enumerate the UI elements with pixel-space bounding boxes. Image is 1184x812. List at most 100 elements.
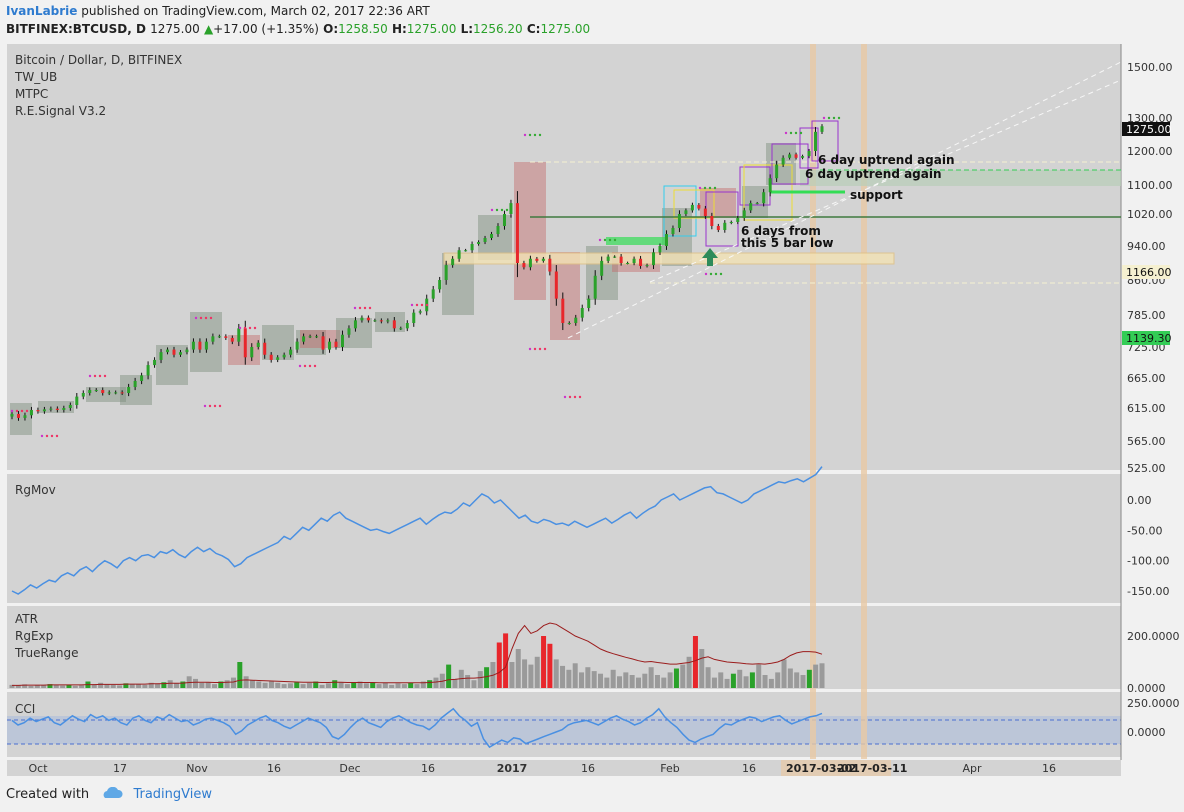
signal-dot: [203, 404, 207, 408]
true-range-bar: [53, 684, 59, 688]
signal-box: [673, 189, 715, 219]
true-range-bar: [306, 682, 312, 688]
true-range-bar: [515, 649, 521, 688]
range-box: [120, 375, 152, 405]
true-range-bar: [768, 678, 774, 688]
true-range-bar: [623, 672, 629, 688]
true-range-bar: [680, 664, 686, 688]
axes: 525.00565.00615.00665.00725.00785.00860.…: [28, 61, 1180, 776]
true-range-bar: [598, 673, 604, 688]
true-range-bar: [47, 684, 53, 688]
signal-dot: [822, 116, 826, 120]
signal-dot: [358, 306, 362, 310]
candle-body: [295, 341, 299, 350]
signal-dot: [209, 316, 213, 320]
y-tick-label: 785.00: [1127, 309, 1166, 322]
atr-legend-2: TrueRange: [14, 646, 79, 660]
signal-dot: [98, 374, 102, 378]
true-range-bar: [199, 682, 205, 688]
price-tag-bg: [1122, 122, 1170, 136]
candle-body: [522, 263, 526, 268]
candle-body: [509, 203, 513, 214]
true-range-bar: [66, 684, 72, 688]
true-range-bar: [351, 682, 357, 688]
cci-tick: 0.0000: [1127, 726, 1166, 739]
candle-body: [75, 396, 79, 405]
signal-dot: [93, 374, 97, 378]
signal-dot: [490, 208, 494, 212]
true-range-bar: [667, 672, 673, 688]
signal-dot: [199, 316, 203, 320]
signal-dot: [608, 238, 612, 242]
true-range-bar: [205, 682, 211, 688]
candle-body: [29, 409, 33, 416]
signal-dot: [415, 303, 419, 307]
candle-body: [386, 320, 390, 322]
true-range-bar: [756, 664, 762, 688]
true-range-bar: [34, 685, 40, 688]
true-range-bar: [148, 682, 154, 688]
candle-body: [289, 349, 293, 355]
candle-body: [373, 320, 377, 322]
price-legend-0: Bitcoin / Dollar, D, BITFINEX: [15, 53, 182, 67]
x-tick-label: Oct: [28, 762, 48, 775]
cci-legend: CCI: [15, 702, 35, 716]
candle-body: [321, 336, 325, 350]
resistance-zone: [800, 170, 1121, 186]
signal-dot: [204, 316, 208, 320]
true-range-bar: [629, 675, 635, 688]
signal-dot: [827, 116, 831, 120]
signal-dot: [248, 326, 252, 330]
candle-body: [677, 214, 681, 228]
candle-body: [36, 409, 40, 412]
true-range-bar: [287, 683, 293, 688]
true-range-bar: [648, 667, 654, 688]
true-range-bar: [344, 684, 350, 688]
candle-body: [483, 238, 487, 242]
candle-body: [742, 210, 746, 218]
signal-dot: [568, 395, 572, 399]
candle-body: [55, 408, 59, 410]
true-range-bar: [699, 649, 705, 688]
price-tag-bg: [1122, 331, 1170, 345]
true-range-bar: [503, 633, 509, 688]
signal-dot: [308, 364, 312, 368]
true-range-bar: [635, 677, 641, 688]
true-range-bar: [572, 663, 578, 688]
candle-body: [185, 349, 189, 353]
candle-body: [723, 222, 727, 230]
signal-dot: [703, 186, 707, 190]
signal-dot: [538, 133, 542, 137]
candle-body: [561, 298, 565, 323]
y-tick-label: 1500.00: [1127, 61, 1173, 74]
candle-body: [639, 258, 643, 266]
candle-body: [697, 204, 701, 209]
true-range-bar: [541, 636, 547, 688]
author-link[interactable]: IvanLabrie: [6, 4, 78, 18]
true-range-bar: [509, 662, 515, 688]
candle-body: [477, 242, 481, 244]
candle-body: [652, 252, 656, 266]
signal-dot: [298, 364, 302, 368]
rgmov-tick: -150.00: [1127, 585, 1169, 598]
true-range-bar: [363, 683, 369, 688]
signal-box: [663, 185, 697, 237]
true-range-bar: [452, 678, 458, 688]
date-label-1: 2017-03-02: [786, 762, 856, 775]
true-range-bar: [787, 668, 793, 688]
true-range-bar: [294, 682, 300, 688]
signal-dot: [363, 306, 367, 310]
tradingview-brand[interactable]: TradingView: [133, 787, 212, 802]
x-tick-label: 16: [581, 762, 595, 775]
signal-dot: [103, 374, 107, 378]
candle-body: [405, 323, 409, 329]
signal-box: [811, 120, 839, 162]
true-range-bar: [534, 656, 540, 688]
true-range-bar: [661, 677, 667, 688]
true-range-bar: [800, 675, 806, 688]
x-tick-label: 16: [742, 762, 756, 775]
true-range-bar: [161, 682, 167, 688]
signal-dot: [88, 374, 92, 378]
signal-dot: [218, 404, 222, 408]
